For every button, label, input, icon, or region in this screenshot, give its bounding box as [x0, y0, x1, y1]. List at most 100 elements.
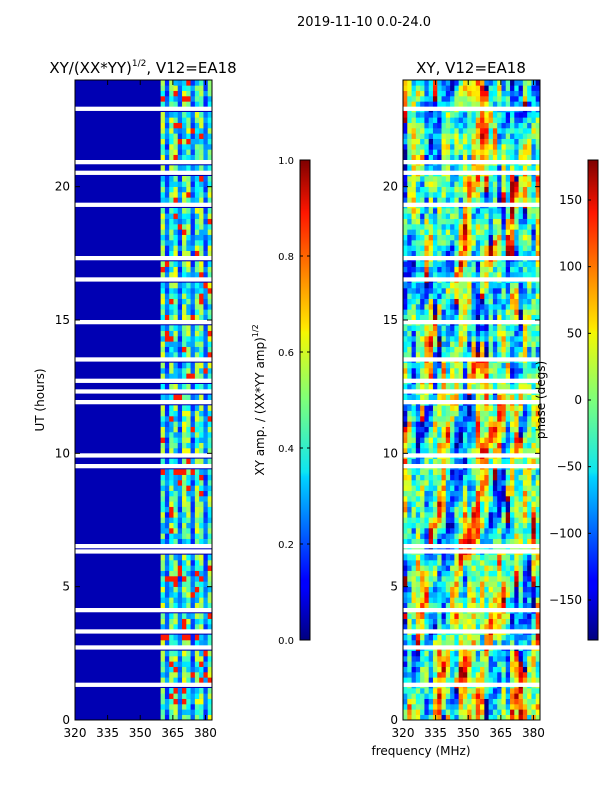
right-heatmap-cell [497, 416, 502, 422]
right-heatmap-cell [420, 426, 425, 433]
right-heatmap-cell [471, 709, 477, 715]
right-heatmap-cell [492, 586, 498, 593]
left-heatmap-cell [173, 176, 179, 182]
left-heatmap-cell [190, 416, 196, 422]
right-heatmap-cell [480, 650, 485, 657]
right-heatmap-cell [432, 698, 438, 705]
right-heatmap-cell [462, 218, 468, 225]
left-heatmap-cell [173, 416, 179, 422]
right-heatmap-cell [411, 618, 417, 625]
right-heatmap-cell [497, 698, 502, 705]
right-heatmap-cell [415, 714, 421, 720]
right-heatmap-cell [437, 709, 442, 715]
right-heatmap-cell [488, 533, 494, 539]
left-heatmap-cell [160, 672, 166, 678]
right-heatmap-cell [522, 517, 528, 523]
right-heatmap-cell [480, 138, 485, 145]
left-heatmap-cell [194, 602, 200, 609]
left-heatmap-cell [199, 272, 204, 278]
left-heatmap-cell [169, 565, 174, 571]
left-heatmap-cell [203, 426, 209, 433]
right-heatmap-cell [450, 384, 455, 390]
right-heatmap-cell [535, 304, 540, 310]
right-heatmap-cell [514, 565, 519, 571]
right-heatmap-cell [531, 405, 537, 411]
right-heatmap-cell [437, 437, 442, 443]
right-heatmap-cell [407, 704, 412, 710]
right-heatmap-cell [505, 688, 511, 694]
left-heatmap-cell [186, 618, 191, 625]
right-heatmap-cell [527, 298, 532, 305]
right-heatmap-cell [445, 533, 451, 539]
right-heatmap-cell [432, 373, 438, 379]
left-gap-row [75, 170, 212, 175]
left-gap-row [75, 320, 212, 325]
left-heatmap-cell [182, 272, 187, 278]
right-heatmap-cell [445, 597, 451, 603]
right-heatmap-cell [450, 154, 455, 161]
left-heatmap-cell [199, 565, 204, 571]
right-heatmap-cell [441, 240, 447, 246]
right-heatmap-cell [501, 522, 507, 529]
left-heatmap-cell [169, 373, 174, 379]
right-heatmap-cell [428, 421, 434, 427]
right-heatmap-cell [467, 437, 472, 443]
right-heatmap-cell [531, 229, 537, 235]
right-heatmap-cell [471, 138, 477, 145]
left-heatmap-cell [177, 672, 183, 678]
right-heatmap-cell [458, 325, 464, 331]
right-heatmap-cell [403, 506, 408, 513]
right-heatmap-cell [527, 560, 532, 566]
left-heatmap-cell [194, 154, 200, 161]
right-heatmap-cell [424, 186, 429, 193]
right-heatmap-cell [420, 688, 425, 694]
right-heatmap-cell [407, 458, 412, 465]
left-heatmap-cell [160, 437, 166, 443]
right-heatmap-cell [510, 554, 515, 561]
right-heatmap-cell [505, 677, 511, 683]
right-heatmap-cell [501, 704, 507, 710]
right-heatmap-cell [480, 192, 485, 198]
left-heatmap-cell [207, 266, 212, 273]
right-heatmap-cell [441, 704, 447, 710]
right-heatmap-cell [407, 650, 412, 657]
right-heatmap-cell [441, 117, 447, 123]
right-heatmap-cell [484, 266, 489, 273]
right-heatmap-cell [428, 117, 434, 123]
left-heatmap-cell [169, 512, 174, 518]
right-heatmap-cell [462, 336, 468, 342]
right-heatmap-cell [467, 656, 472, 662]
right-heatmap-cell [467, 570, 472, 577]
right-heatmap-cell [475, 133, 481, 139]
right-heatmap-cell [531, 176, 537, 182]
right-heatmap-cell [505, 122, 511, 129]
left-heatmap-cell [160, 122, 166, 129]
left-heatmap-cell [182, 618, 187, 625]
right-heatmap-cell [424, 517, 429, 523]
right-heatmap-cell [432, 458, 438, 465]
right-heatmap-cell [415, 165, 421, 171]
right-heatmap-cell [403, 309, 408, 315]
right-heatmap-cell [411, 501, 417, 507]
left-heatmap-cell [177, 704, 183, 710]
left-heatmap-cell [169, 261, 174, 267]
right-heatmap-cell [458, 469, 464, 475]
left-heatmap-cell [169, 122, 174, 129]
right-heatmap-cell [432, 581, 438, 587]
left-heatmap-cell [177, 522, 183, 529]
right-heatmap-cell [514, 154, 519, 161]
right-heatmap-cell [424, 698, 429, 705]
right-heatmap-cell [462, 384, 468, 390]
right-heatmap-cell [480, 528, 485, 534]
right-heatmap-cell [505, 272, 511, 278]
right-heatmap-cell [514, 288, 519, 294]
right-heatmap-cell [488, 688, 494, 694]
right-heatmap-cell [445, 181, 451, 187]
right-heatmap-cell [441, 554, 447, 561]
right-heatmap-cell [441, 512, 447, 518]
right-heatmap-cell [403, 229, 408, 235]
right-heatmap-cell [522, 138, 528, 145]
right-heatmap-cell [467, 293, 472, 299]
right-heatmap-cell [497, 469, 502, 475]
right-heatmap-cell [437, 448, 442, 454]
